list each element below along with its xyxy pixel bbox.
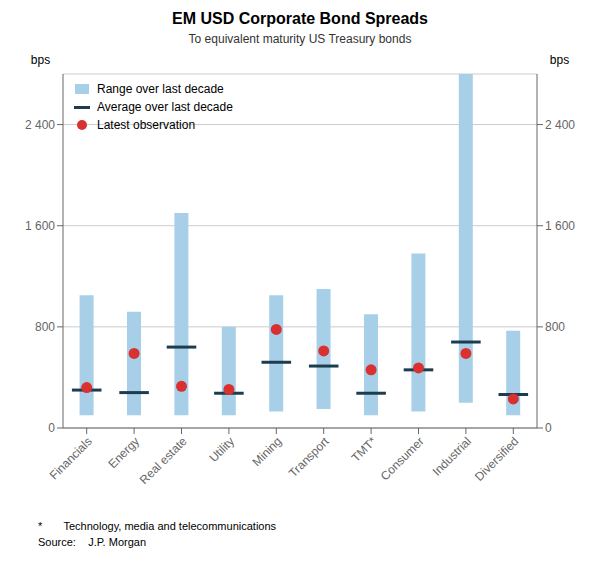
html-text:To equivalent maturity US Trea: To equivalent maturity US Treasury bonds xyxy=(188,32,412,46)
svg-text:Financials: Financials xyxy=(47,434,95,482)
html-text:Range over last decade: Range over last decade xyxy=(97,82,224,96)
svg-text:2 400: 2 400 xyxy=(545,118,575,132)
svg-text:bps: bps xyxy=(31,53,50,67)
svg-text:TMT*: TMT* xyxy=(349,434,380,465)
svg-text:1 600: 1 600 xyxy=(25,219,55,233)
svg-text:Diversified: Diversified xyxy=(472,434,522,484)
svg-text:800: 800 xyxy=(35,320,55,334)
svg-text:2 400: 2 400 xyxy=(25,118,55,132)
svg-text:bps: bps xyxy=(550,53,569,67)
html-text:* Technology, media and teleco: * Technology, media and telecommunicatio… xyxy=(38,520,277,532)
svg-text:1 600: 1 600 xyxy=(545,219,575,233)
svg-text:Mining: Mining xyxy=(250,434,285,469)
svg-text:Real estate: Real estate xyxy=(137,434,190,487)
svg-text:0: 0 xyxy=(545,421,552,435)
svg-text:Transport: Transport xyxy=(286,434,332,480)
svg-text:Utility: Utility xyxy=(206,434,237,465)
svg-text:Industrial: Industrial xyxy=(430,434,474,478)
svg-text:Energy: Energy xyxy=(105,434,142,471)
html-text:Source: J.P. Morgan: Source: J.P. Morgan xyxy=(38,536,146,548)
svg-text:0: 0 xyxy=(48,421,55,435)
svg-text:800: 800 xyxy=(545,320,565,334)
svg-text:Consumer: Consumer xyxy=(378,434,427,483)
html-text:EM USD Corporate Bond Spreads: EM USD Corporate Bond Spreads xyxy=(172,10,428,27)
html-text:Latest observation: Latest observation xyxy=(97,118,196,132)
html-text:Average over last decade: Average over last decade xyxy=(97,100,233,114)
